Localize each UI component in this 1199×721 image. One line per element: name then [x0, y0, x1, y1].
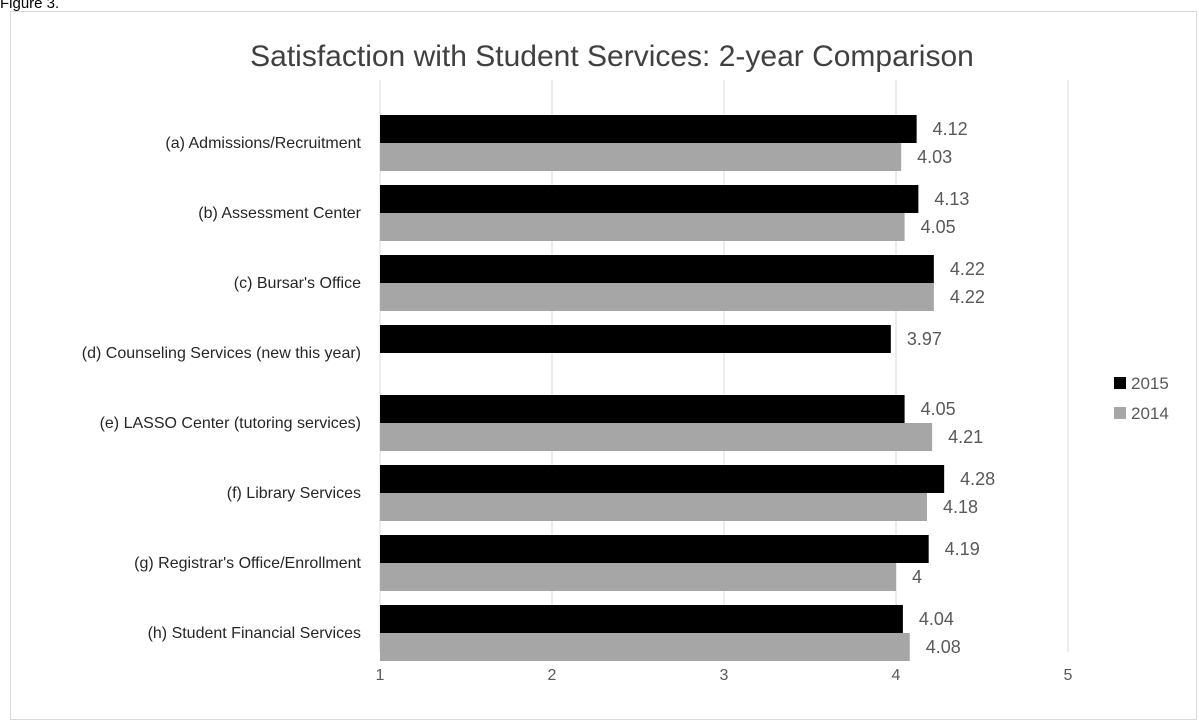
data-label: 4.19	[945, 539, 980, 559]
data-label: 4	[912, 567, 922, 587]
bar-2014-6	[380, 563, 896, 591]
category-labels: (a) Admissions/Recruitment (b) Assessment…	[82, 135, 362, 642]
legend-swatch-2015	[1114, 377, 1126, 389]
bar-2015-6	[380, 535, 929, 563]
data-label: 4.18	[943, 497, 978, 517]
data-label: 4.05	[921, 399, 956, 419]
chart-frame	[10, 11, 1197, 720]
x-tick-label: 2	[548, 667, 557, 684]
data-labels: 4.12 4.13 4.22 3.97 4.05 4.28 4.19 4.04 4.03 4.05…	[907, 119, 995, 657]
bar-2015-4	[380, 395, 905, 423]
legend-label: 2014	[1131, 404, 1169, 423]
data-label: 3.97	[907, 329, 942, 349]
chart-title: Satisfaction with Student Services: 2-ye…	[250, 40, 974, 73]
x-axis-ticks: 1 2 3 4 5	[376, 667, 1073, 684]
data-label: 4.21	[948, 427, 983, 447]
category-label: (c) Bursar's Office	[234, 275, 361, 292]
category-label: (g) Registrar's Office/Enrollment	[134, 555, 361, 572]
bar-2014-1	[380, 213, 905, 241]
category-label: (b) Assessment Center	[198, 205, 361, 222]
bar-2015-1	[380, 185, 919, 213]
legend-swatch-2014	[1114, 407, 1126, 419]
bar-2014-4	[380, 423, 933, 451]
bar-2014-7	[380, 633, 910, 661]
category-label: (e) LASSO Center (tutoring services)	[100, 415, 361, 432]
category-label: (h) Student Financial Services	[148, 625, 361, 642]
bar-2015-0	[380, 115, 917, 143]
x-tick-label: 4	[892, 667, 901, 684]
legend: 2015 2014	[1114, 374, 1169, 423]
x-tick-label: 5	[1064, 667, 1073, 684]
bar-2015-7	[380, 605, 903, 633]
bar-2015-3	[380, 325, 891, 353]
figure-caption: Figure 3.	[0, 0, 60, 12]
bar-2014-2	[380, 283, 934, 311]
data-label: 4.05	[921, 217, 956, 237]
category-label: (f) Library Services	[227, 485, 361, 502]
category-label: (d) Counseling Services (new this year)	[82, 345, 361, 362]
bar-2015-2	[380, 255, 934, 283]
bar-2015-5	[380, 465, 945, 493]
legend-label: 2015	[1131, 374, 1169, 393]
bar-2014-5	[380, 493, 927, 521]
data-label: 4.03	[917, 147, 952, 167]
data-label: 4.08	[926, 637, 961, 657]
data-label: 4.22	[950, 287, 985, 307]
data-label: 4.22	[950, 259, 985, 279]
data-label: 4.13	[934, 189, 969, 209]
x-tick-label: 3	[720, 667, 729, 684]
data-label: 4.28	[960, 469, 995, 489]
bar-2014-0	[380, 143, 902, 171]
bars	[380, 115, 945, 661]
data-label: 4.12	[933, 119, 968, 139]
data-label: 4.04	[919, 609, 954, 629]
x-tick-label: 1	[376, 667, 385, 684]
category-label: (a) Admissions/Recruitment	[165, 135, 361, 152]
